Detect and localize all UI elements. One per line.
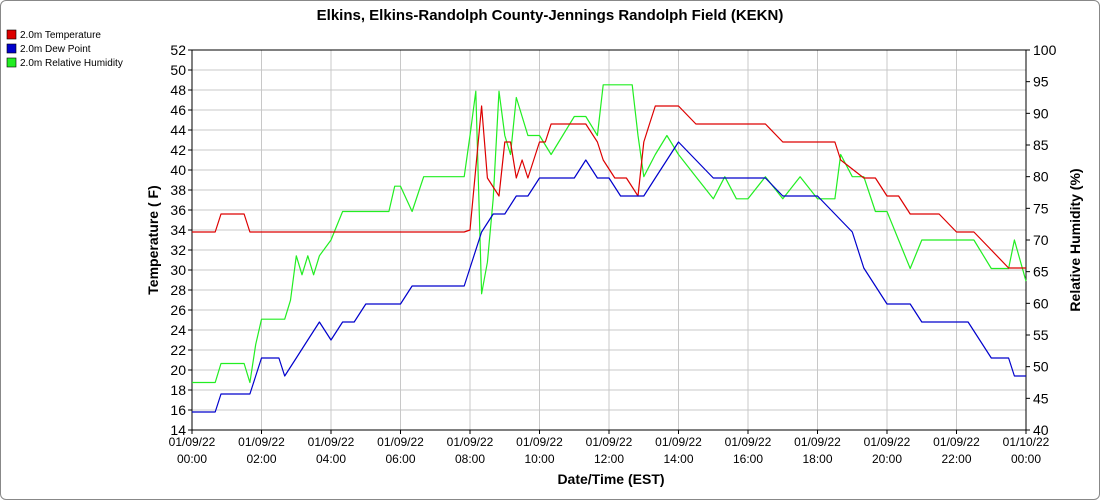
y-left-tick-label: 18: [170, 382, 186, 398]
y-left-tick-label: 42: [170, 142, 186, 158]
y-left-tick-label: 44: [170, 122, 186, 138]
series-layer: [192, 84, 1027, 413]
x-tick-time: 10:00: [524, 452, 554, 466]
x-tick-time: 22:00: [941, 452, 971, 466]
y-right-tick-label: 95: [1033, 74, 1049, 90]
y-right-tick-label: 70: [1033, 232, 1049, 248]
y-left-tick-label: 38: [170, 182, 186, 198]
y-left-tick-label: 22: [170, 342, 186, 358]
legend-label: 2.0m Relative Humidity: [20, 58, 123, 69]
x-tick-date: 01/09/22: [933, 435, 980, 449]
legend-label: 2.0m Temperature: [20, 30, 101, 41]
y-right-tick-label: 80: [1033, 169, 1049, 185]
x-tick-date: 01/09/22: [169, 435, 216, 449]
y-right-tick-label: 50: [1033, 359, 1049, 375]
y-right-tick-label: 90: [1033, 105, 1049, 121]
legend-swatch: [6, 29, 17, 40]
x-tick-time: 02:00: [246, 452, 276, 466]
y-left-tick-label: 28: [170, 282, 186, 298]
x-tick-time: 18:00: [802, 452, 832, 466]
y-right-tick-label: 85: [1033, 137, 1049, 153]
x-tick-date: 01/10/22: [1003, 435, 1050, 449]
x-tick-date: 01/09/22: [308, 435, 355, 449]
x-tick-date: 01/09/22: [586, 435, 633, 449]
y-left-tick-label: 20: [170, 362, 186, 378]
legend-swatch: [6, 43, 17, 54]
y-left-tick-label: 14: [170, 422, 186, 438]
y-right-tick-label: 75: [1033, 200, 1049, 216]
y-right-tick-label: 40: [1033, 422, 1049, 438]
y-left-tick-label: 40: [170, 162, 186, 178]
y-left-tick-label: 30: [170, 262, 186, 278]
series-line-2-0m-temperature: [192, 105, 1026, 269]
x-tick-time: 06:00: [385, 452, 415, 466]
series-line-2-0m-relative-humidity: [192, 84, 1027, 384]
chart-title: Elkins, Elkins-Randolph County-Jennings …: [317, 7, 784, 24]
legend-swatch: [6, 57, 17, 68]
y-left-tick-label: 26: [170, 302, 186, 318]
x-tick-date: 01/09/22: [377, 435, 424, 449]
y-left-tick-label: 24: [170, 322, 186, 338]
y-right-tick-label: 65: [1033, 264, 1049, 280]
x-tick-date: 01/09/22: [238, 435, 285, 449]
y-left-tick-label: 46: [170, 102, 186, 118]
y-left-tick-label: 36: [170, 202, 186, 218]
y-left-tick-label: 32: [170, 242, 186, 258]
x-tick-date: 01/09/22: [794, 435, 841, 449]
x-axis-title: Date/Time (EST): [557, 471, 664, 487]
x-tick-date: 01/09/22: [447, 435, 494, 449]
x-axis-ticks: 01/09/22 00:00 01/09/22 02:00 01/09/22 04:00 0…: [169, 430, 1050, 466]
y-axis-right-ticks: 40 45 50 55 60 65 70 75 80 85 90 95 100: [1026, 42, 1057, 438]
y-left-tick-label: 52: [170, 42, 186, 58]
y-left-tick-label: 34: [170, 222, 186, 238]
x-tick-time: 12:00: [594, 452, 624, 466]
x-tick-time: 08:00: [455, 452, 485, 466]
x-tick-time: 20:00: [872, 452, 902, 466]
x-tick-time: 04:00: [316, 452, 346, 466]
y-axis-left-ticks: 14 16 18 20 22 24 26 28 30 32 34 36 38 40 42 44 46 48 50 52: [170, 42, 192, 438]
x-tick-date: 01/09/22: [516, 435, 563, 449]
y-right-tick-label: 45: [1033, 390, 1049, 406]
x-tick-time: 16:00: [733, 452, 763, 466]
y-left-tick-label: 50: [170, 62, 186, 78]
x-tick-time: 14:00: [663, 452, 693, 466]
series-line-2-0m-dew-point: [192, 141, 1026, 413]
y-axis-right-title: Relative Humidity (%): [1067, 168, 1083, 311]
x-tick-time: 00:00: [177, 452, 207, 466]
y-axis-left-title: Temperature ( F): [145, 185, 161, 294]
y-right-tick-label: 100: [1033, 42, 1057, 58]
y-right-tick-label: 60: [1033, 295, 1049, 311]
y-left-tick-label: 16: [170, 402, 186, 418]
y-left-tick-label: 48: [170, 82, 186, 98]
x-tick-date: 01/09/22: [725, 435, 772, 449]
grid: [191, 49, 1027, 431]
x-tick-date: 01/09/22: [864, 435, 911, 449]
legend-label: 2.0m Dew Point: [20, 44, 91, 55]
y-right-tick-label: 55: [1033, 327, 1049, 343]
x-tick-date: 01/09/22: [655, 435, 702, 449]
legend: 2.0m Temperature 2.0m Dew Point 2.0m Relat…: [6, 29, 123, 69]
x-tick-time: 00:00: [1011, 452, 1041, 466]
